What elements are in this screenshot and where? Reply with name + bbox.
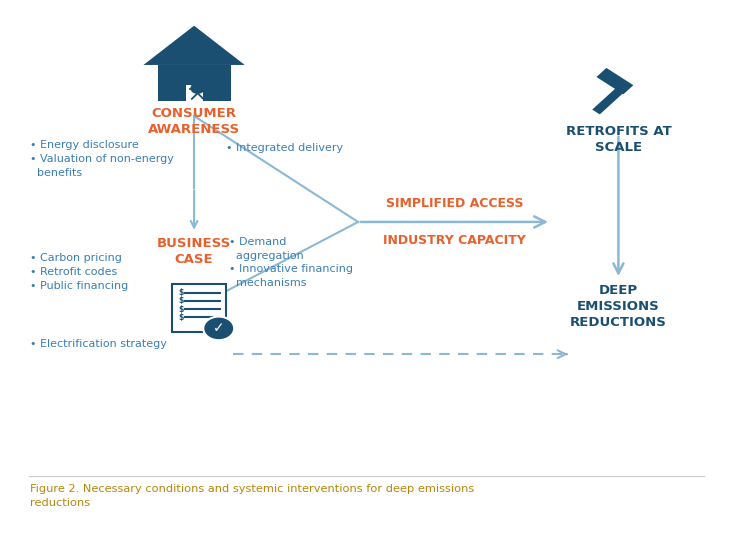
Text: BUSINESS
CASE: BUSINESS CASE — [157, 237, 231, 266]
Polygon shape — [144, 26, 245, 65]
Text: • Demand
  aggregation
• Innovative financing
  mechanisms: • Demand aggregation • Innovative financ… — [229, 237, 353, 288]
Text: RETROFITS AT
SCALE: RETROFITS AT SCALE — [566, 125, 671, 154]
Text: $: $ — [178, 296, 183, 305]
Text: • Carbon pricing
• Retrofit codes
• Public financing: • Carbon pricing • Retrofit codes • Publ… — [30, 253, 128, 291]
Circle shape — [213, 87, 224, 95]
Text: CONSUMER
AWARENESS: CONSUMER AWARENESS — [148, 107, 240, 136]
Polygon shape — [158, 65, 231, 101]
Text: • Electrification strategy: • Electrification strategy — [30, 339, 167, 349]
Text: SIMPLIFIED ACCESS: SIMPLIFIED ACCESS — [386, 197, 523, 210]
Circle shape — [203, 316, 235, 340]
Text: ✓: ✓ — [213, 321, 224, 335]
Text: $: $ — [178, 305, 183, 314]
Text: DEEP
EMISSIONS
REDUCTIONS: DEEP EMISSIONS REDUCTIONS — [570, 284, 667, 329]
Text: • Integrated delivery: • Integrated delivery — [226, 143, 343, 153]
Text: INDUSTRY CAPACITY: INDUSTRY CAPACITY — [383, 234, 526, 247]
Polygon shape — [172, 284, 226, 332]
Polygon shape — [185, 85, 202, 101]
Text: Figure 2. Necessary conditions and systemic interventions for deep emissions
red: Figure 2. Necessary conditions and syste… — [30, 484, 474, 508]
Polygon shape — [597, 68, 633, 94]
Polygon shape — [592, 84, 628, 114]
Text: • Energy disclosure
• Valuation of non-energy
  benefits: • Energy disclosure • Valuation of non-e… — [30, 140, 174, 178]
Text: $: $ — [178, 288, 183, 297]
Circle shape — [167, 86, 179, 95]
Text: $: $ — [178, 312, 183, 321]
Circle shape — [191, 83, 205, 93]
